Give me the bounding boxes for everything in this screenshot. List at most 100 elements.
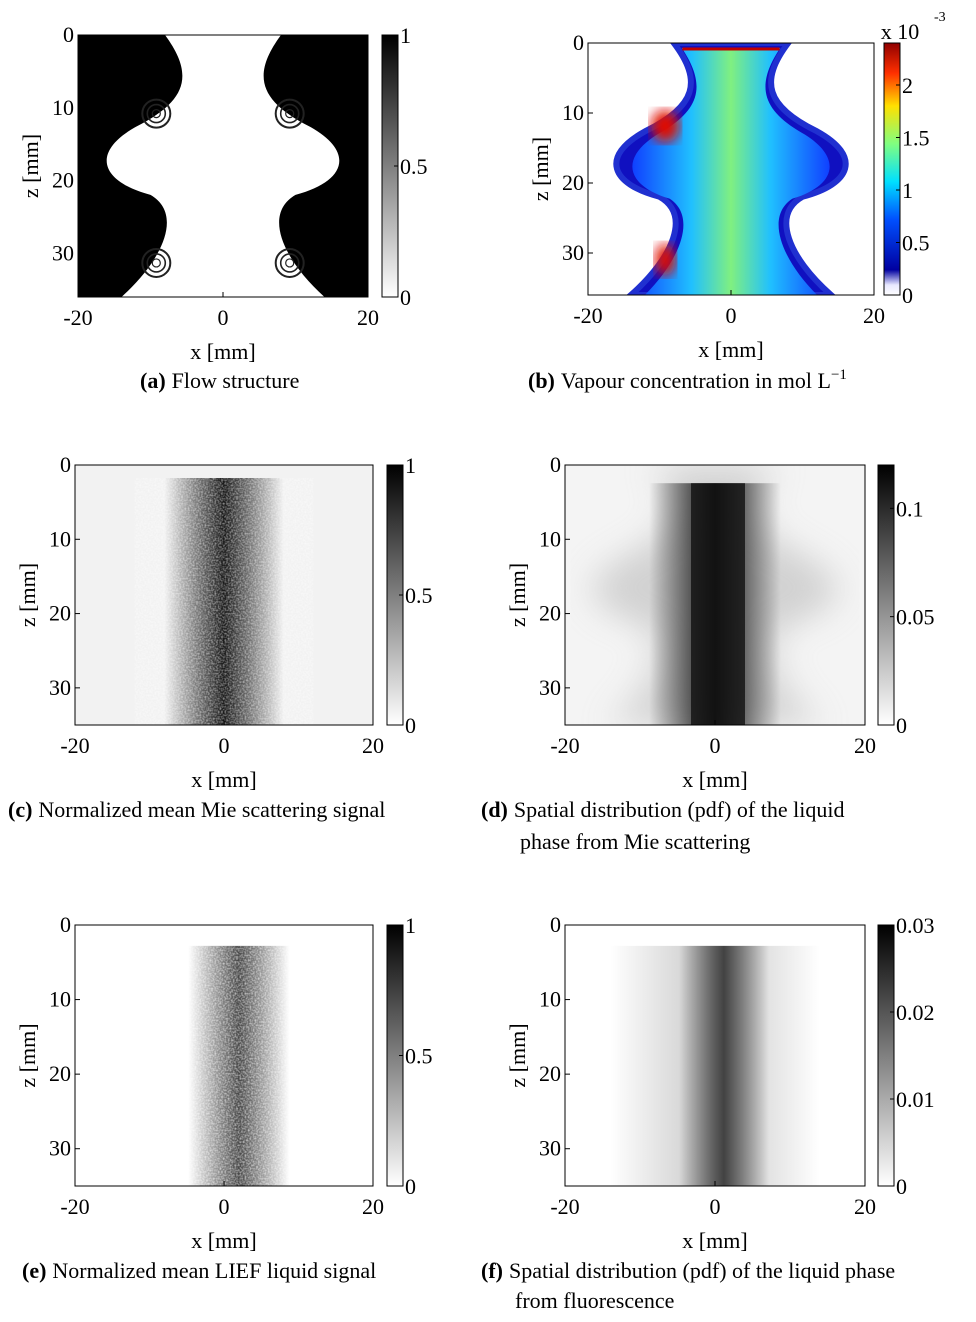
x-axis-label: x [mm] <box>191 1228 256 1253</box>
caption-superscript: −1 <box>831 367 847 383</box>
y-tick-label: 20 <box>539 1061 561 1086</box>
caption: (a) Flow structure <box>140 368 299 393</box>
speckle <box>134 478 314 725</box>
x-tick-label: 0 <box>218 305 229 330</box>
y-tick-label: 30 <box>49 1136 71 1161</box>
x-tick-label: -20 <box>63 305 92 330</box>
caption-label: (e) <box>22 1258 46 1283</box>
colorbar-tick-label: 1 <box>405 453 416 478</box>
spiral <box>146 103 167 124</box>
x-tick-label: 0 <box>219 733 230 758</box>
hot-spot <box>651 110 680 143</box>
x-axis-label: x [mm] <box>682 1228 747 1253</box>
x-axis-label: x [mm] <box>190 339 255 364</box>
y-tick-label: 20 <box>539 601 561 626</box>
spiral <box>274 247 305 278</box>
caption-text: Flow structure <box>172 368 300 393</box>
spiral <box>274 98 305 129</box>
x-tick-label: 20 <box>357 305 379 330</box>
y-tick-label: 30 <box>52 240 74 265</box>
liquid-core <box>691 483 745 725</box>
colorbar <box>877 924 895 1187</box>
y-tick-label: 20 <box>562 170 584 195</box>
y-tick-label: 0 <box>573 30 584 55</box>
caption-label: (a) <box>140 368 166 393</box>
colorbar-exponent: -3 <box>934 10 946 25</box>
y-tick-label: 10 <box>562 100 584 125</box>
y-tick-label: 10 <box>49 526 71 551</box>
y-tick-label: 0 <box>550 452 561 477</box>
spiral <box>146 253 167 273</box>
x-tick-label: 0 <box>710 733 721 758</box>
caption-text: Normalized mean LIEF liquid signal <box>52 1258 376 1283</box>
spiral <box>141 98 172 129</box>
y-tick-label: 0 <box>60 452 71 477</box>
colorbar-tick-label: 0.5 <box>405 583 433 608</box>
colorbar <box>883 42 901 296</box>
panel: -20 0 20 0 10 20 30 x [mm] z [mm] 0 0.5 1 (c) Normali… <box>8 452 433 822</box>
spiral <box>141 247 172 278</box>
image <box>75 925 373 1186</box>
colorbar-tick-label: 0 <box>400 285 411 310</box>
colorbar-tick-label: 1 <box>405 913 416 938</box>
y-axis-label: z [mm] <box>15 1023 40 1087</box>
caption-text: Spatial distribution (pdf) of the liquid… <box>509 1258 895 1283</box>
colorbar-tick-label: 0.01 <box>896 1087 935 1112</box>
x-tick-label: 0 <box>726 303 737 328</box>
colorbar-tick-label: 0.5 <box>902 231 930 256</box>
caption: (f) Spatial distribution (pdf) of the liq… <box>481 1258 895 1283</box>
colorbar-tick-label: 0 <box>902 283 913 308</box>
x-tick-label: -20 <box>60 733 89 758</box>
y-tick-label: 30 <box>562 240 584 265</box>
x-axis-label: x [mm] <box>682 767 747 792</box>
x-tick-label: -20 <box>550 733 579 758</box>
x-tick-label: 20 <box>362 733 384 758</box>
liquid-column <box>679 945 769 1186</box>
x-tick-label: 20 <box>854 1194 876 1219</box>
colorbar-tick-label: 0.5 <box>400 154 428 179</box>
caption-line: from fluorescence <box>515 1288 674 1313</box>
y-tick-label: 20 <box>49 1061 71 1086</box>
x-tick-label: 0 <box>219 1194 230 1219</box>
colorbar-tick-label: 0 <box>896 1174 907 1199</box>
x-tick-label: 20 <box>854 733 876 758</box>
colorbar-tick-label: 0.05 <box>896 605 935 630</box>
caption-line: phase from Mie scattering <box>520 829 750 854</box>
spiral <box>285 108 295 119</box>
x-tick-label: 0 <box>710 1194 721 1219</box>
spiral <box>285 258 295 268</box>
image <box>75 465 373 725</box>
x-tick-label: -20 <box>573 303 602 328</box>
caption: (e) Normalized mean LIEF liquid signal <box>22 1258 376 1283</box>
y-tick-label: 20 <box>52 168 74 193</box>
image <box>565 465 865 725</box>
y-axis-label: z [mm] <box>18 134 43 198</box>
image <box>588 43 874 295</box>
y-tick-label: 30 <box>49 675 71 700</box>
y-axis-label: z [mm] <box>505 1023 530 1087</box>
vortex-region <box>106 35 340 297</box>
panel: -20 0 20 0 10 20 30 x [mm] z [mm] 0 0.5 1 1.5 2 x 10 -3… <box>528 10 946 393</box>
y-tick-label: 30 <box>539 1136 561 1161</box>
y-tick-label: 0 <box>550 912 561 937</box>
vapour-core <box>632 48 830 295</box>
caption-label: (d) <box>481 797 508 822</box>
caption-label: (f) <box>481 1258 503 1283</box>
y-tick-label: 10 <box>49 987 71 1012</box>
y-tick-label: 30 <box>539 675 561 700</box>
spiral <box>279 103 300 124</box>
image <box>565 925 865 1186</box>
colorbar-tick-label: 2 <box>902 73 913 98</box>
x-axis-label: x [mm] <box>698 337 763 362</box>
caption-text: Spatial distribution (pdf) of the liquid <box>514 797 845 822</box>
panel: -20 0 20 0 10 20 30 x [mm] z [mm] 0 0.5 1 (e) Normali… <box>15 912 433 1283</box>
caption-text: Vapour concentration in mol L <box>561 368 831 393</box>
x-tick-label: -20 <box>60 1194 89 1219</box>
colorbar-tick-label: 0 <box>896 713 907 738</box>
x-tick-label: -20 <box>550 1194 579 1219</box>
spiral <box>151 258 161 268</box>
colorbar-tick-label: 0.1 <box>896 496 924 521</box>
caption: (d) Spatial distribution (pdf) of the liq… <box>481 797 844 822</box>
y-tick-label: 0 <box>63 22 74 47</box>
